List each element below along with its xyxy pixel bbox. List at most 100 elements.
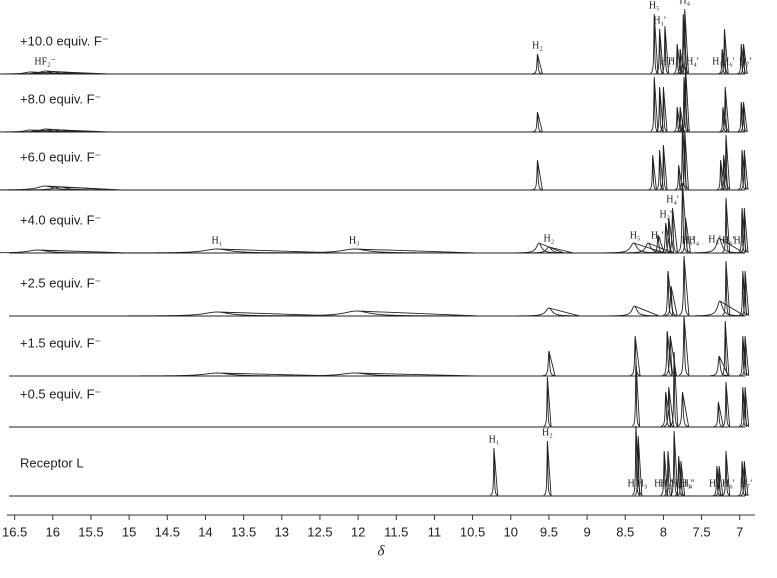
peak-label: H₂ (542, 427, 553, 438)
peak (674, 455, 683, 497)
peak (234, 310, 479, 317)
peak (678, 315, 690, 376)
peak-label: H₆' (722, 235, 735, 246)
peak (718, 48, 727, 75)
peak-label: H₆' (722, 478, 735, 489)
x-tick-label: 10.5 (460, 524, 485, 539)
series-name: +2.5 equiv. F⁻ (20, 275, 101, 290)
peak-label: H₃' (668, 56, 681, 67)
peak-label: H₅ (649, 0, 660, 11)
peak (737, 43, 746, 75)
x-tick-label: 13 (275, 524, 289, 539)
peak (664, 285, 678, 317)
peak (676, 391, 690, 428)
peak-label: H₅' (709, 478, 722, 489)
peak (719, 106, 728, 133)
peak (632, 425, 641, 496)
x-tick-label: 15.5 (78, 524, 103, 539)
peak (721, 320, 730, 376)
peak (662, 270, 674, 316)
peak (543, 440, 552, 496)
peak-label: H₄ (671, 478, 682, 489)
peak (719, 154, 728, 191)
x-tick-label: 14.5 (155, 524, 180, 539)
peak (670, 351, 679, 427)
peak-label: H₄' (666, 194, 679, 205)
peak (738, 460, 747, 497)
x-tick-label: 10 (504, 524, 518, 539)
peak (722, 260, 731, 316)
peak (709, 355, 730, 377)
x-tick-label: 9 (583, 524, 590, 539)
series-name: +4.0 equiv. F⁻ (20, 212, 101, 227)
x-tick-label: 8 (660, 524, 667, 539)
peak (677, 460, 686, 497)
peak (232, 248, 477, 254)
peak (660, 391, 672, 428)
peak-label: H₇' (733, 235, 746, 246)
peak-label: H₁' (653, 15, 666, 26)
peak (630, 335, 641, 376)
x-tick-label: 8.5 (616, 524, 634, 539)
peak (680, 76, 689, 132)
peak-label: H₄ (679, 0, 690, 6)
peak (722, 197, 731, 253)
peak-label: H₅' (712, 56, 725, 67)
peak (739, 43, 748, 75)
peak (715, 465, 724, 497)
x-tick-label: 13.5 (231, 524, 256, 539)
peak (532, 53, 543, 75)
peak (661, 25, 670, 74)
peak-label: H₃' (682, 235, 695, 246)
peak-label: H₁' (654, 478, 667, 489)
peak-label: H₆' (722, 56, 735, 67)
peak-label: H₃' (680, 478, 693, 489)
peak (737, 101, 746, 133)
peak (11, 129, 110, 133)
peak (662, 330, 673, 376)
peak (676, 48, 685, 75)
x-tick-label: 12 (351, 524, 365, 539)
peak (680, 8, 689, 74)
peak (721, 86, 730, 132)
peak (648, 154, 657, 191)
x-axis-label: δ (378, 543, 386, 559)
x-tick-label: 15 (122, 524, 136, 539)
peak (532, 159, 543, 191)
peak (514, 242, 564, 254)
peak (713, 465, 722, 497)
peak (680, 217, 691, 254)
x-tick-label: 7 (736, 524, 743, 539)
peak (741, 335, 750, 377)
peak (740, 149, 749, 191)
x-tick-label: 7.5 (693, 524, 711, 539)
peak-label: H₂ (532, 40, 543, 51)
peak (740, 460, 749, 497)
peak-label: H₃ (349, 235, 360, 246)
series-name: +1.5 equiv. F⁻ (20, 335, 101, 350)
peak (722, 134, 731, 190)
series-name: +8.0 equiv. F⁻ (20, 91, 101, 106)
x-tick-label: 9.5 (540, 524, 558, 539)
peak (232, 372, 477, 377)
peak (650, 13, 659, 74)
peak (659, 144, 668, 190)
x-tick-label: 14 (198, 524, 212, 539)
peak (678, 119, 687, 190)
peak (720, 28, 729, 74)
peak (0, 186, 122, 191)
series-name: Receptor L (20, 455, 84, 470)
peak-label: H₁ (212, 235, 223, 246)
x-tick-label: 16.5 (2, 524, 27, 539)
peak (678, 255, 690, 316)
x-tick-label: 12.5 (307, 524, 332, 539)
peak-label: H₃ (637, 478, 648, 489)
peak-label: H₄' (686, 56, 699, 67)
peak (738, 386, 747, 428)
peak-label: H₅' (708, 235, 721, 246)
peak-label: H₁ (489, 434, 500, 445)
series-name: +6.0 equiv. F⁻ (20, 149, 101, 164)
peak-label: H₃ (628, 478, 639, 489)
peak (663, 217, 675, 254)
peak-label: H₇' (740, 478, 753, 489)
